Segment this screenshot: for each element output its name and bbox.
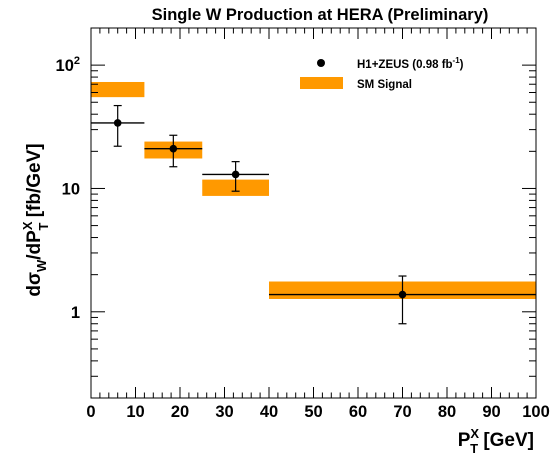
x-tick-label-40: 40: [260, 403, 278, 421]
legend-data-label-sup: -1: [453, 56, 461, 65]
y-tick-label-10: 10: [62, 180, 80, 198]
x-tick-label-90: 90: [482, 403, 500, 421]
legend-sm-swatch: [300, 77, 343, 89]
data-points: [91, 104, 536, 325]
y-axis-label-p-sub: T: [36, 223, 51, 231]
marker-4: [398, 290, 407, 299]
x-tick-label-20: 20: [171, 403, 189, 421]
x-tick-label-60: 60: [349, 403, 367, 421]
y-axis-label-p-sup: X: [20, 221, 35, 230]
x-tick-label-80: 80: [438, 403, 456, 421]
x-tick-label-10: 10: [126, 403, 144, 421]
legend-data-marker: [317, 59, 325, 67]
x-axis-label-unit: [GeV]: [478, 430, 534, 451]
data-point-4: [269, 275, 536, 325]
x-axis-label-sub: T: [470, 441, 478, 454]
legend-sm-label: SM Signal: [357, 79, 412, 91]
x-tick-label-50: 50: [304, 403, 322, 421]
x-tick-label-100: 100: [522, 403, 550, 421]
y-tick-label-1: 1: [71, 304, 80, 322]
x-tick-label-0: 0: [86, 403, 95, 421]
x-axis-label: PX T [GeV]: [458, 426, 534, 454]
marker-2: [169, 144, 178, 153]
x-axis-label-p: P: [458, 430, 471, 451]
marker-3: [231, 170, 240, 179]
y-tick-label-100: 102: [56, 55, 80, 75]
x-tick-label-70: 70: [393, 403, 411, 421]
chart-title: Single W Production at HERA (Preliminary…: [152, 6, 489, 24]
y-axis-label: dσW/dPXT [fb/GeV]: [20, 143, 51, 296]
y-axis: 1 10 102: [56, 27, 536, 399]
x-axis-label-sup: X: [470, 426, 479, 441]
x-tick-label-30: 30: [215, 403, 233, 421]
legend-data-label: H1+ZEUS (0.98 fb-1): [357, 56, 464, 71]
y-axis-label-dp: /dP: [24, 230, 45, 260]
svg-text:PXT [GeV]: PX T [GeV]: [458, 426, 534, 454]
svg-text:dσW/dPXT [fb/GeV]: dσW/dPXT [fb/GeV]: [20, 143, 51, 296]
marker-1: [113, 119, 122, 127]
x-axis: 0 10 20 30 40 50 60 70 80 90 100: [86, 28, 550, 421]
data-point-2: [144, 134, 203, 168]
legend: H1+ZEUS (0.98 fb-1) SM Signal: [300, 56, 464, 91]
y-axis-label-d: d: [24, 285, 45, 297]
y-axis-label-unit: [fb/GeV]: [24, 143, 45, 222]
data-point-3: [202, 161, 269, 192]
data-point-1: [91, 104, 145, 147]
sm-signal-bands: [91, 81, 536, 299]
y-axis-label-sigma-sub: W: [34, 259, 49, 272]
sm-band-1: [91, 81, 145, 98]
y-axis-label-sigma: σ: [24, 272, 45, 285]
legend-data-label-close: ): [460, 59, 464, 71]
